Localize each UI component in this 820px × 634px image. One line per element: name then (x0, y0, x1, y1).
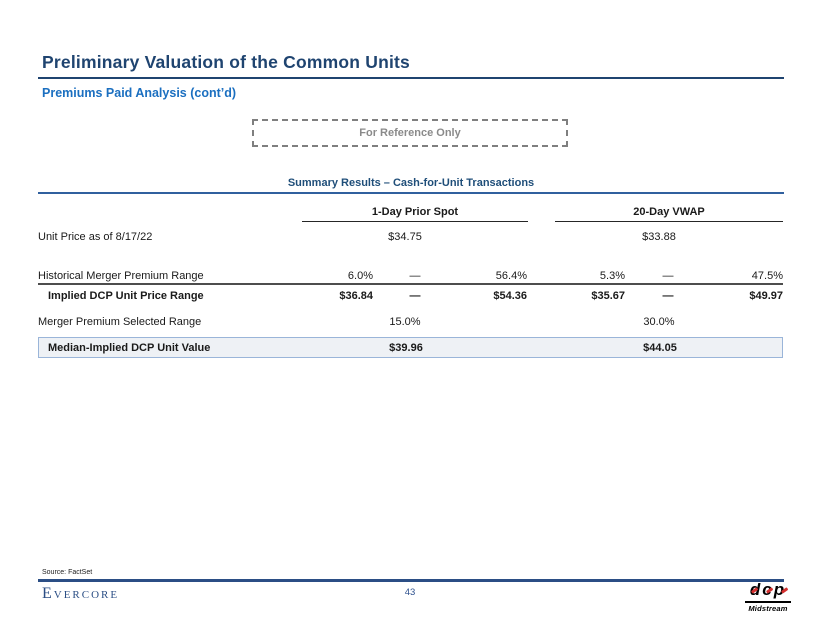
implied-price-vwap-high: $49.97 (749, 289, 783, 302)
range-dash: — (662, 289, 674, 302)
range-dash: — (409, 289, 421, 302)
premium-range-vwap-high: 47.5% (751, 269, 783, 282)
row-label: Implied DCP Unit Price Range (48, 289, 204, 302)
dcp-logo-text: dcp (750, 581, 788, 598)
reference-only-label: For Reference Only (359, 127, 461, 139)
selected-range-vwap-value: 30.0% (643, 315, 675, 328)
range-dash: — (662, 269, 674, 282)
table-row-median-value: Median-Implied DCP Unit Value $39.96 $44… (38, 337, 783, 358)
page-title: Preliminary Valuation of the Common Unit… (42, 52, 410, 72)
dcp-logo-underline (745, 601, 791, 603)
selected-range-spot-value: 15.0% (389, 315, 421, 328)
row-label: Merger Premium Selected Range (38, 315, 202, 328)
row-label: Median-Implied DCP Unit Value (48, 341, 211, 354)
median-value-spot: $39.96 (389, 341, 423, 354)
table-row-selected-range: Merger Premium Selected Range 15.0% 30.0… (38, 313, 783, 330)
page-number: 43 (404, 587, 416, 598)
table-title-divider (38, 192, 784, 194)
column-header-1day-prior-spot: 1-Day Prior Spot (302, 206, 528, 222)
table-row-implied-price: Implied DCP Unit Price Range $36.84 — $5… (38, 285, 783, 305)
summary-results-table: 1-Day Prior Spot 20-Day VWAP Unit Price … (38, 201, 783, 358)
evercore-logo: Evercore (42, 585, 120, 602)
range-dash: — (409, 269, 421, 282)
reference-only-banner: For Reference Only (252, 119, 568, 147)
row-label: Unit Price as of 8/17/22 (38, 231, 153, 243)
unit-price-vwap-value: $33.88 (642, 231, 676, 243)
table-row-premium-range: Historical Merger Premium Range 6.0% — 5… (38, 268, 783, 285)
column-header-20day-vwap: 20-Day VWAP (555, 206, 783, 222)
row-label: Historical Merger Premium Range (38, 269, 204, 282)
implied-price-spot-low: $36.84 (339, 289, 373, 302)
source-note: Source: FactSet (42, 569, 93, 576)
implied-price-spot-high: $54.36 (493, 289, 527, 302)
implied-price-vwap-low: $35.67 (591, 289, 625, 302)
premium-range-vwap-low: 5.3% (599, 269, 625, 282)
median-value-vwap: $44.05 (643, 341, 677, 354)
table-row-unit-price: Unit Price as of 8/17/22 $34.75 $33.88 (38, 229, 783, 245)
premium-range-spot-low: 6.0% (347, 269, 373, 282)
title-divider (38, 77, 784, 79)
unit-price-spot-value: $34.75 (388, 231, 422, 243)
premium-range-spot-high: 56.4% (495, 269, 527, 282)
footer-divider (38, 579, 784, 582)
table-header-row: 1-Day Prior Spot 20-Day VWAP (38, 201, 783, 222)
dcp-midstream-logo: dcp Midstream (742, 581, 794, 613)
page-subtitle: Premiums Paid Analysis (cont’d) (42, 86, 237, 100)
table-title: Summary Results – Cash-for-Unit Transact… (287, 177, 535, 189)
dcp-logo-tagline: Midstream (748, 603, 788, 613)
